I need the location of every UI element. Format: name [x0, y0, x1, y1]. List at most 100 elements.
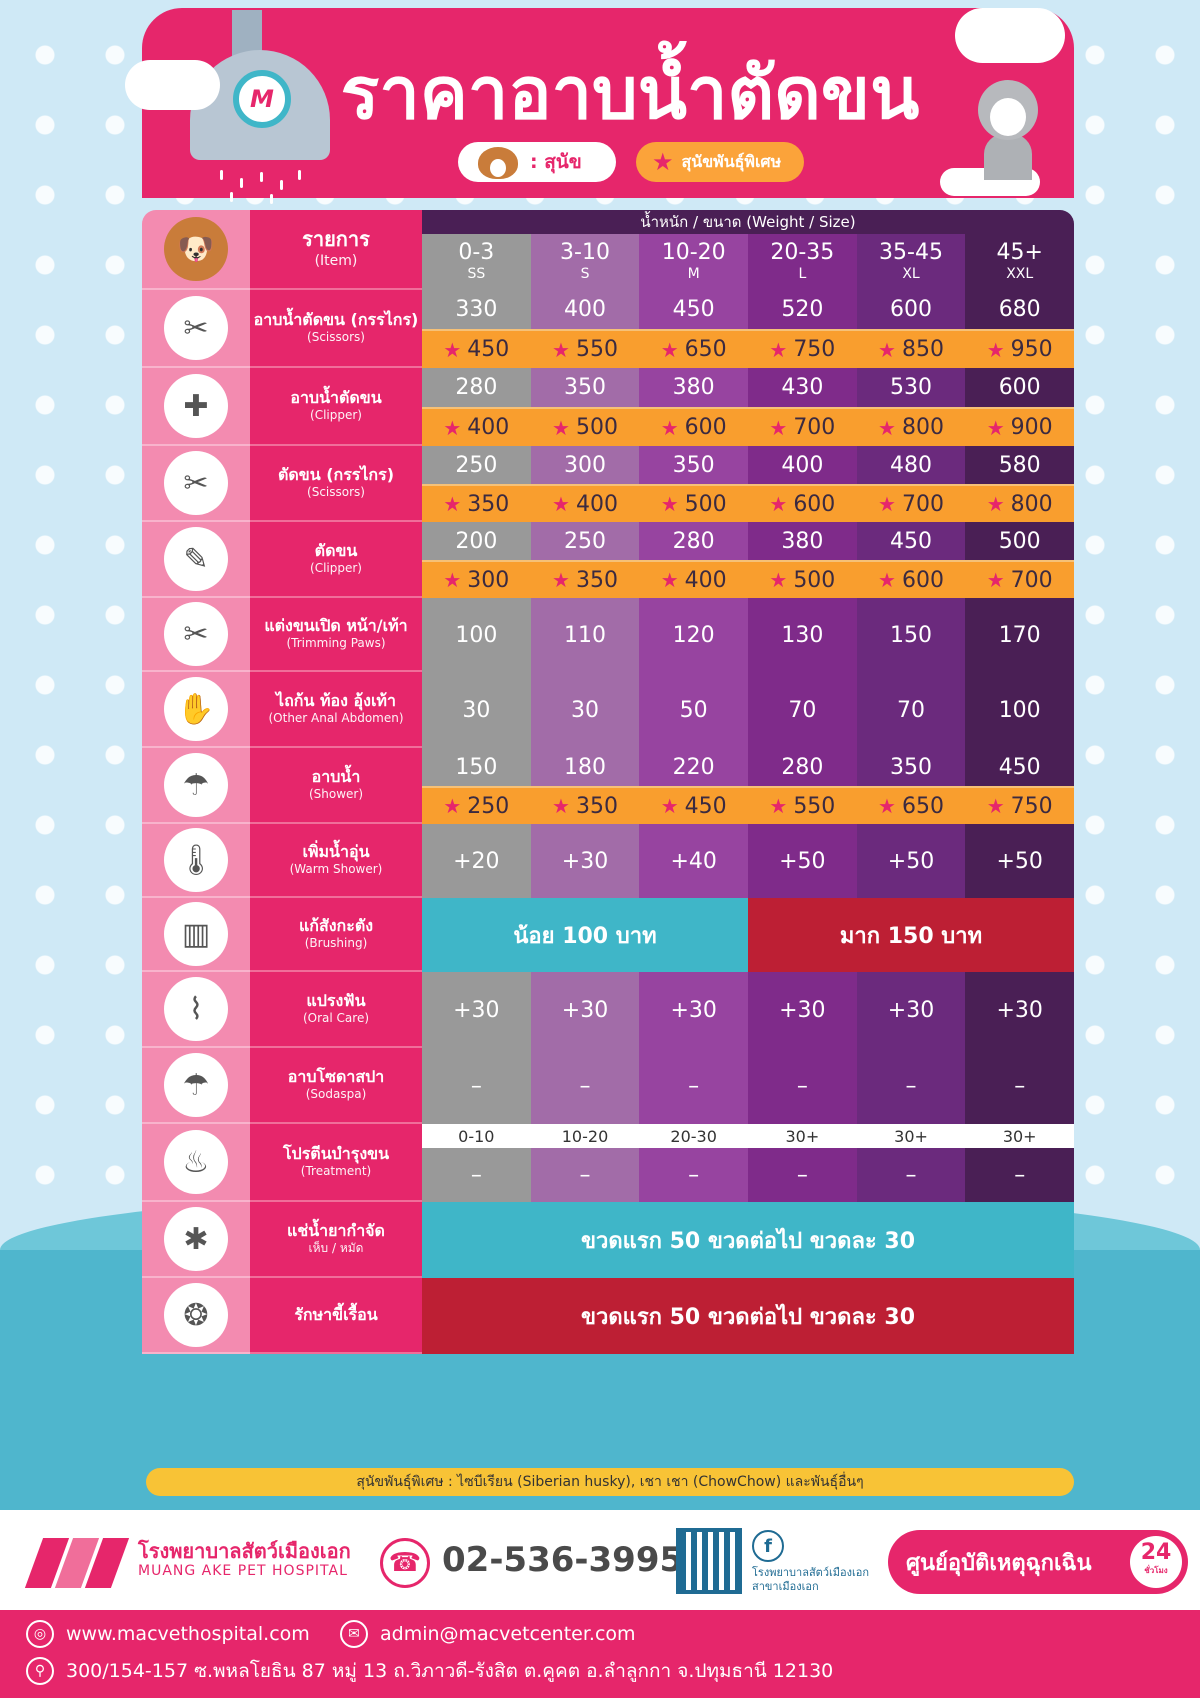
row-label: แต่งขนเปิด หน้า/เท้า (Trimming Paws): [250, 598, 422, 672]
email-link[interactable]: admin@macvetcenter.com: [380, 1623, 636, 1645]
treatment-size-cell: 30+: [965, 1124, 1075, 1148]
special-price-cell: ★ 350: [422, 486, 531, 522]
special-price-cell: ★ 350: [530, 788, 640, 824]
qr-code[interactable]: [676, 1528, 742, 1594]
facebook-icon[interactable]: f: [752, 1530, 784, 1562]
size-header-cell: 35-45 XL: [856, 234, 966, 290]
website-link[interactable]: www.macvethospital.com: [66, 1623, 310, 1645]
row-label-en: (Clipper): [310, 408, 362, 423]
row-icon-cell: ✂: [142, 598, 250, 672]
price-cells: 100 110 120 130 150 170: [422, 598, 1075, 672]
trimming-icon: ✂: [164, 602, 228, 666]
price-value: –: [905, 1162, 917, 1188]
price-cell: 250: [530, 522, 640, 560]
facebook-page-label[interactable]: โรงพยาบาลสัตว์เมืองเอก สาขาเมืองเอก: [752, 1566, 869, 1595]
price-area: 330 400 450 520 600 680 ★ 450 ★ 550 ★ 650 ★ 750 ★ 850 ★ 9…: [422, 290, 1075, 368]
treatment-size-cell: 0-10: [422, 1124, 531, 1148]
price-cell: +30: [422, 972, 531, 1048]
price-value: +30: [779, 997, 826, 1023]
special-price-cell: ★ 400: [639, 562, 749, 598]
special-price-cells: ★ 300 ★ 350 ★ 400 ★ 500 ★ 600 ★ 700: [422, 560, 1075, 598]
row-icon-cell: ☂: [142, 748, 250, 824]
price-row: ✂ อาบน้ำตัดขน (กรรไกร) (Scissors) 330 400 450…: [142, 290, 1075, 368]
size-code: S: [580, 266, 590, 283]
hours-unit: ชั่วโมง: [1144, 1566, 1168, 1575]
price-area: +30 +30 +30 +30 +30 +30: [422, 972, 1075, 1048]
email-row[interactable]: ✉ admin@macvetcenter.com: [340, 1620, 636, 1648]
special-price-cells: ★ 450 ★ 550 ★ 650 ★ 750 ★ 850 ★ 950: [422, 329, 1075, 368]
row-icon-cell: ✱: [142, 1202, 250, 1278]
price-cell: 280: [422, 368, 531, 407]
price-value: 400: [575, 491, 618, 517]
mange-icon: ❂: [164, 1283, 228, 1347]
treatment-size-header: 0-10 10-20 20-30 30+ 30+ 30+: [422, 1124, 1075, 1148]
size-code: M: [687, 266, 700, 283]
location-pin-icon: ⚲: [26, 1657, 54, 1685]
row-label-en: (Shower): [308, 787, 364, 802]
price-value: –: [688, 1073, 700, 1099]
emergency-center-badge: ศูนย์อุบัติเหตุฉุกเฉิน 24 ชั่วโมง: [888, 1530, 1188, 1594]
price-value: 100: [455, 622, 498, 648]
row-label: แก้สังกะตัง (Brushing): [250, 898, 422, 972]
size-header-cells: 0-3 SS 3-10 S 10-20 M 20-35 L 35-45 XL 45+ XXL: [422, 234, 1075, 290]
price-value: 700: [793, 415, 836, 440]
size-header-cell: 20-35 L: [748, 234, 857, 290]
price-value: 600: [684, 415, 727, 440]
price-row: ☂ อาบน้ำ (Shower) 150 180 220 280 350 450 ★ 250 ★ 35…: [142, 748, 1075, 824]
table-header-row: 🐶 รายการ (Item) น้ำหนัก / ขนาด (Weight /…: [142, 210, 1075, 290]
footer-info-bar: [0, 1610, 1200, 1698]
phone-number[interactable]: 02-536-3995: [442, 1540, 684, 1580]
price-row: ✂ ตัดขน (กรรไกร) (Scissors) 250 300 350 400 480…: [142, 446, 1075, 522]
size-header-cell: 45+ XXL: [965, 234, 1075, 290]
comb-icon: ▥: [164, 902, 228, 966]
star-icon: ★: [660, 337, 679, 362]
price-cells: +20 +30 +40 +50 +50 +50: [422, 824, 1075, 898]
price-cell: 600: [965, 368, 1075, 407]
price-row: ☂ อาบโซดาสปา (Sodaspa) – – – – – –: [142, 1048, 1075, 1124]
star-icon: ★: [552, 337, 570, 362]
price-cell: 120: [639, 598, 749, 672]
star-icon: ★: [769, 415, 788, 440]
price-cell: 400: [748, 446, 857, 484]
price-area: น้อย 100 บาท มาก 150 บาท: [422, 898, 1074, 972]
special-price-cell: ★ 800: [856, 409, 966, 446]
price-area: ขวดแรก 50 ขวดต่อไป ขวดละ 30: [422, 1278, 1074, 1354]
price-value: 450: [684, 793, 727, 819]
price-cell: 200: [422, 522, 531, 560]
special-price-cell: ★ 650: [856, 788, 966, 824]
price-cell: 330: [422, 290, 531, 329]
price-area: 280 350 380 430 530 600 ★ 400 ★ 500 ★ 600 ★ 700 ★ 800 ★ 9…: [422, 368, 1075, 446]
price-value: 600: [998, 375, 1041, 400]
price-value: 280: [781, 754, 824, 780]
row-label-th: อาบน้ำตัดขน (กรรไกร): [253, 310, 419, 330]
price-value: 550: [575, 337, 618, 362]
star-icon: ★: [443, 415, 462, 440]
star-icon: ★: [769, 337, 788, 362]
star-icon: ★: [443, 492, 462, 516]
price-cell: 350: [639, 446, 749, 484]
price-value: 350: [564, 375, 606, 400]
star-icon: ★: [878, 337, 896, 362]
star-icon: ★: [660, 568, 679, 592]
emergency-label: ศูนย์อุบัติเหตุฉุกเฉิน: [906, 1550, 1092, 1576]
price-cell: –: [422, 1148, 531, 1202]
price-area: 200 250 280 380 450 500 ★ 300 ★ 350 ★ 400 ★ 500 ★ 600 ★ 7…: [422, 522, 1075, 598]
row-icon-cell: ✎: [142, 522, 250, 598]
star-icon: ★: [878, 415, 896, 440]
price-value: 30: [462, 697, 491, 723]
address-row: ⚲ 300/154-157 ซ.พหลโยธิน 87 หมู่ 13 ถ.วิ…: [26, 1656, 833, 1686]
price-value: –: [1014, 1073, 1026, 1099]
star-icon: ★: [552, 415, 570, 440]
price-value: –: [1014, 1162, 1026, 1188]
size-range: 10-20: [661, 240, 726, 266]
price-area: 250 300 350 400 480 580 ★ 350 ★ 400 ★ 500 ★ 600 ★ 700 ★ 8…: [422, 446, 1075, 522]
price-cell: 70: [856, 672, 966, 748]
cloud-decoration: [955, 8, 1065, 63]
price-cell: 130: [748, 598, 857, 672]
price-value: 450: [998, 754, 1041, 780]
price-cell: 170: [965, 598, 1075, 672]
row-label-en: (Warm Shower): [289, 862, 383, 877]
clipper-shower-icon: ✚: [164, 374, 228, 438]
website-row[interactable]: ◎ www.macvethospital.com: [26, 1620, 310, 1648]
price-value: +30: [561, 997, 609, 1023]
